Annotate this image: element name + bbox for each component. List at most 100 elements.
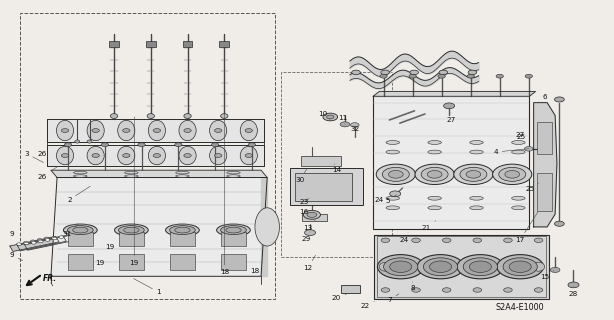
Text: 17: 17 bbox=[516, 212, 538, 243]
Circle shape bbox=[463, 258, 497, 276]
Circle shape bbox=[466, 171, 481, 178]
Circle shape bbox=[378, 255, 424, 279]
Ellipse shape bbox=[124, 227, 139, 233]
Ellipse shape bbox=[428, 196, 441, 200]
Text: 14: 14 bbox=[332, 164, 341, 173]
Text: 27: 27 bbox=[516, 132, 525, 138]
Circle shape bbox=[123, 129, 130, 132]
Circle shape bbox=[45, 238, 50, 240]
Text: 11: 11 bbox=[338, 115, 347, 124]
Circle shape bbox=[184, 129, 191, 132]
Circle shape bbox=[174, 143, 182, 147]
Text: 18: 18 bbox=[251, 268, 260, 274]
Text: 25: 25 bbox=[517, 134, 526, 140]
Text: 30: 30 bbox=[295, 168, 308, 183]
Text: 7: 7 bbox=[387, 294, 399, 302]
Text: 19: 19 bbox=[130, 117, 139, 266]
Circle shape bbox=[17, 243, 21, 245]
Circle shape bbox=[424, 258, 457, 276]
Text: 29: 29 bbox=[301, 232, 311, 242]
Circle shape bbox=[245, 154, 252, 157]
Ellipse shape bbox=[56, 146, 74, 165]
Ellipse shape bbox=[386, 206, 400, 210]
Bar bbox=[221, 232, 246, 246]
Circle shape bbox=[31, 240, 36, 243]
Ellipse shape bbox=[169, 226, 195, 235]
Text: 19: 19 bbox=[105, 244, 114, 250]
Bar bbox=[47, 145, 264, 166]
Circle shape bbox=[59, 236, 64, 238]
Circle shape bbox=[31, 242, 36, 244]
Ellipse shape bbox=[125, 171, 138, 174]
Bar bbox=[119, 232, 144, 246]
Circle shape bbox=[496, 74, 503, 78]
Circle shape bbox=[31, 241, 36, 243]
Circle shape bbox=[214, 129, 222, 132]
Bar bbox=[182, 41, 192, 47]
Circle shape bbox=[37, 239, 42, 242]
Circle shape bbox=[123, 154, 130, 157]
Ellipse shape bbox=[428, 140, 441, 144]
Circle shape bbox=[37, 238, 42, 241]
Bar bbox=[146, 41, 156, 47]
Text: 12: 12 bbox=[303, 255, 316, 271]
Text: S2A4-E1000: S2A4-E1000 bbox=[496, 303, 545, 312]
Circle shape bbox=[503, 288, 512, 292]
Bar bbox=[290, 168, 363, 204]
Ellipse shape bbox=[118, 146, 135, 165]
Ellipse shape bbox=[176, 175, 189, 177]
Circle shape bbox=[534, 288, 543, 292]
Bar bbox=[47, 119, 264, 142]
Bar bbox=[281, 72, 392, 257]
Circle shape bbox=[457, 255, 503, 279]
Circle shape bbox=[64, 143, 72, 147]
Circle shape bbox=[534, 238, 543, 243]
Ellipse shape bbox=[74, 171, 87, 174]
Circle shape bbox=[380, 74, 387, 78]
Text: 21: 21 bbox=[422, 221, 436, 230]
Circle shape bbox=[421, 167, 448, 181]
Text: 23: 23 bbox=[299, 198, 309, 205]
Ellipse shape bbox=[386, 196, 400, 200]
Ellipse shape bbox=[470, 206, 483, 210]
Bar bbox=[537, 173, 552, 211]
Text: FR.: FR. bbox=[42, 274, 56, 283]
Text: 2: 2 bbox=[67, 186, 90, 203]
Circle shape bbox=[61, 129, 69, 132]
Ellipse shape bbox=[209, 146, 227, 165]
Ellipse shape bbox=[87, 140, 92, 143]
Circle shape bbox=[554, 221, 564, 226]
Circle shape bbox=[415, 164, 454, 185]
Bar bbox=[68, 254, 93, 270]
Circle shape bbox=[454, 164, 493, 185]
Ellipse shape bbox=[125, 175, 138, 177]
Ellipse shape bbox=[111, 114, 118, 118]
Circle shape bbox=[503, 238, 512, 243]
Text: 32: 32 bbox=[350, 126, 359, 136]
Ellipse shape bbox=[166, 224, 200, 236]
Circle shape bbox=[303, 210, 321, 219]
Text: 18: 18 bbox=[220, 48, 229, 275]
Polygon shape bbox=[10, 236, 59, 252]
Circle shape bbox=[524, 147, 533, 151]
Polygon shape bbox=[51, 178, 267, 276]
Text: 6: 6 bbox=[542, 94, 547, 100]
Text: 28: 28 bbox=[569, 286, 578, 297]
Ellipse shape bbox=[176, 171, 189, 174]
Circle shape bbox=[154, 129, 161, 132]
Bar bbox=[378, 236, 546, 297]
Text: 26: 26 bbox=[37, 166, 58, 180]
Ellipse shape bbox=[386, 150, 400, 154]
Circle shape bbox=[409, 74, 416, 78]
Circle shape bbox=[497, 255, 543, 279]
Circle shape bbox=[307, 212, 317, 217]
Circle shape bbox=[438, 74, 445, 78]
Bar bbox=[375, 235, 549, 299]
Ellipse shape bbox=[72, 227, 88, 233]
Bar bbox=[295, 173, 352, 201]
Bar bbox=[537, 122, 552, 154]
Ellipse shape bbox=[227, 175, 240, 177]
Bar bbox=[170, 232, 195, 246]
Ellipse shape bbox=[227, 171, 240, 174]
Ellipse shape bbox=[511, 150, 525, 154]
